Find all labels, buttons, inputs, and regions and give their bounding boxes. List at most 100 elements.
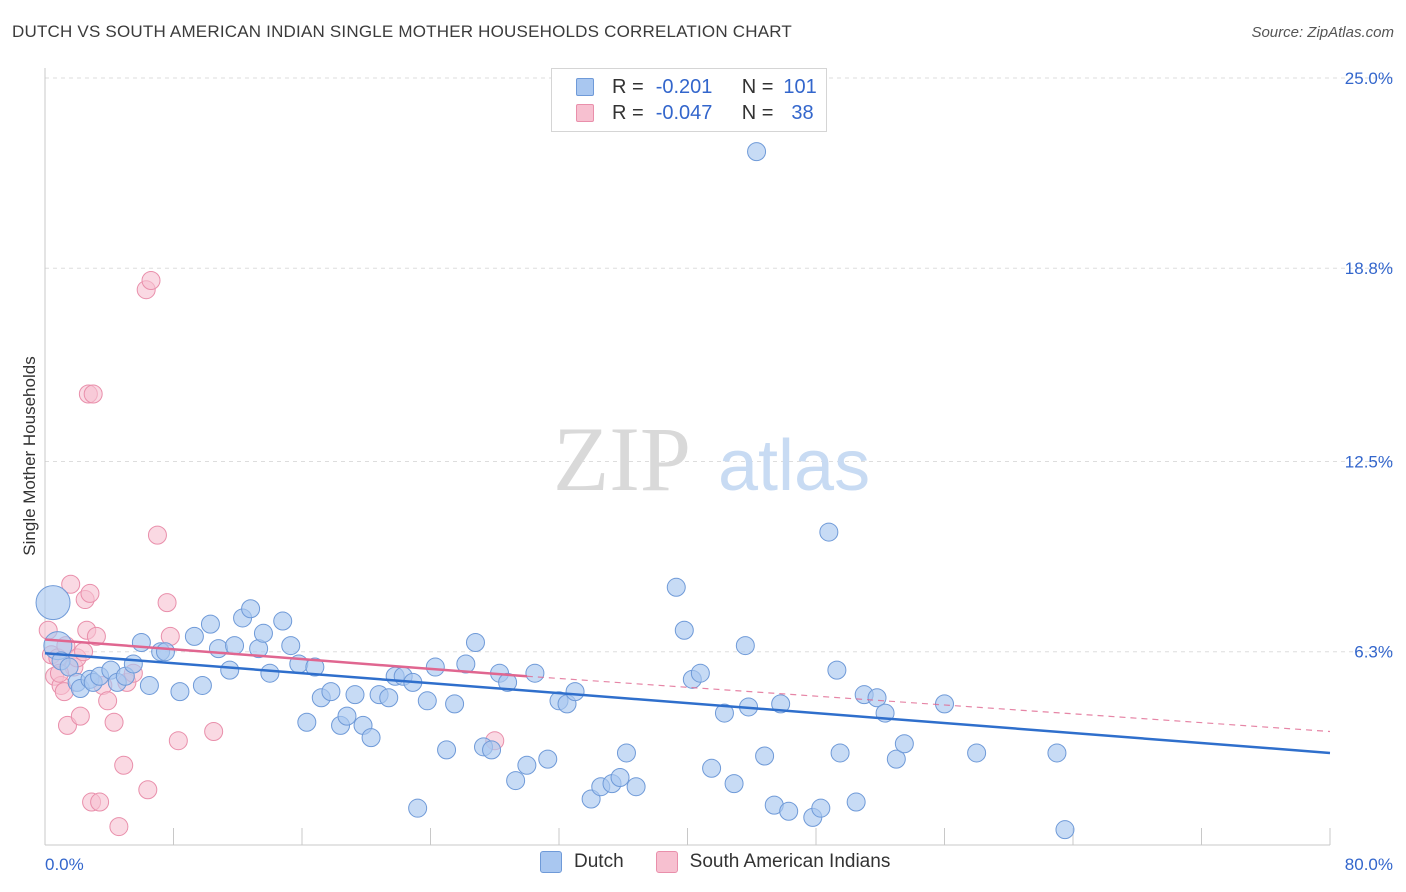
dutch-point (779, 801, 799, 821)
dutch-point (935, 694, 954, 714)
sai-point (83, 384, 103, 404)
sai-point (204, 721, 224, 741)
legend-row-dutch: R = -0.201 N = 101 (576, 74, 817, 100)
sai-point (90, 792, 110, 812)
sai-point (98, 691, 118, 711)
legend-n-value: 38 (791, 101, 814, 124)
dutch-point (337, 706, 357, 726)
watermark: ZIP atlas (553, 408, 870, 510)
dutch-point (565, 682, 585, 702)
dutch-point (321, 682, 341, 702)
y-tick-labels: 6.3% 12.5% 18.8% 25.0% (1345, 69, 1393, 662)
dutch-point (714, 703, 734, 723)
x-tick-labels: 0.0% 80.0% (45, 855, 1393, 874)
dutch-point (456, 654, 476, 674)
sai-point (147, 525, 167, 545)
dutch-point (498, 672, 518, 692)
legend-row-sai: R = -0.047 N = 38 (576, 100, 814, 126)
dutch-point (666, 577, 686, 597)
dutch-point (967, 743, 987, 763)
legend-r-value: -0.201 (655, 75, 713, 98)
sai-points (38, 270, 505, 837)
sai-point (157, 593, 177, 613)
dutch-point (867, 688, 887, 708)
gridlines (45, 77, 1395, 653)
source-label: Source: ZipAtlas.com (1251, 24, 1394, 41)
dutch-point (465, 633, 485, 653)
dutch-point (616, 743, 636, 763)
watermark-atlas: atlas (718, 426, 870, 506)
dutch-point (305, 657, 325, 677)
legend-n-value: 101 (783, 75, 817, 98)
dutch-point (281, 636, 301, 656)
dutch-point (626, 777, 646, 797)
dutch-point (610, 768, 630, 788)
dutch-point (517, 755, 537, 775)
dutch-point (408, 798, 428, 818)
sai-point (168, 731, 188, 751)
axes (44, 68, 1331, 846)
x-tick-label: 0.0% (45, 855, 84, 874)
sai-legend-label: South American Indians (689, 851, 891, 872)
x-tick-label: 80.0% (1345, 855, 1393, 874)
sai-trend-line (44, 638, 527, 678)
dutch-point (260, 663, 280, 683)
dutch-point (830, 743, 850, 763)
dutch-legend-swatch (540, 851, 562, 873)
dutch-point (220, 660, 240, 680)
dutch-point (417, 691, 437, 711)
y-tick-label: 12.5% (1345, 453, 1393, 472)
dutch-point (771, 694, 791, 714)
dutch-point (886, 749, 906, 769)
dutch-point (35, 585, 71, 621)
dutch-legend-label: Dutch (574, 851, 624, 872)
dutch-point (690, 663, 710, 683)
dutch-point (241, 599, 261, 619)
dutch-point (819, 522, 839, 542)
sai-point (114, 755, 134, 775)
dutch-point (894, 734, 914, 754)
sai-point (61, 574, 81, 594)
dutch-point (184, 626, 204, 646)
dutch-point (1055, 820, 1075, 840)
sai-point (86, 626, 106, 646)
dutch-point (506, 771, 526, 791)
dutch-point (827, 660, 847, 680)
dutch-point (200, 614, 220, 634)
dutch-trend-line (44, 652, 1331, 755)
dutch-point (482, 740, 502, 760)
y-tick-label: 25.0% (1345, 69, 1393, 88)
dutch-point (139, 675, 159, 695)
dutch-point (123, 654, 143, 674)
y-tick-label: 18.8% (1345, 259, 1393, 278)
dutch-point (379, 688, 399, 708)
dutch-point (724, 774, 744, 794)
dutch-point (846, 792, 866, 812)
dutch-point (702, 758, 722, 778)
dutch-point (445, 694, 465, 714)
sai-point (80, 583, 100, 603)
dutch-point (192, 675, 212, 695)
dutch-point (425, 657, 445, 677)
dutch-point (131, 633, 151, 653)
sai-point (70, 706, 90, 726)
sai-trend-extension (526, 675, 1331, 733)
sai-point (141, 270, 161, 290)
y-tick-label: 6.3% (1354, 643, 1393, 662)
dutch-swatch (576, 78, 594, 96)
sai-point (104, 712, 124, 732)
dutch-point (273, 611, 293, 631)
dutch-point (437, 740, 457, 760)
y-axis-title: Single Mother Households (20, 356, 39, 555)
dutch-point (59, 657, 79, 677)
sai-point (57, 715, 77, 735)
sai-point (138, 780, 158, 800)
legend: R = -0.201 N = 101 R = -0.047 N = 38 (551, 68, 827, 132)
sai-point (109, 817, 129, 837)
dutch-point (297, 712, 317, 732)
dutch-point (225, 636, 245, 656)
sai-legend-swatch (655, 851, 678, 873)
dutch-point (525, 663, 545, 683)
dutch-point (755, 746, 775, 766)
bottom-legend: Dutch South American Indians (540, 851, 890, 873)
